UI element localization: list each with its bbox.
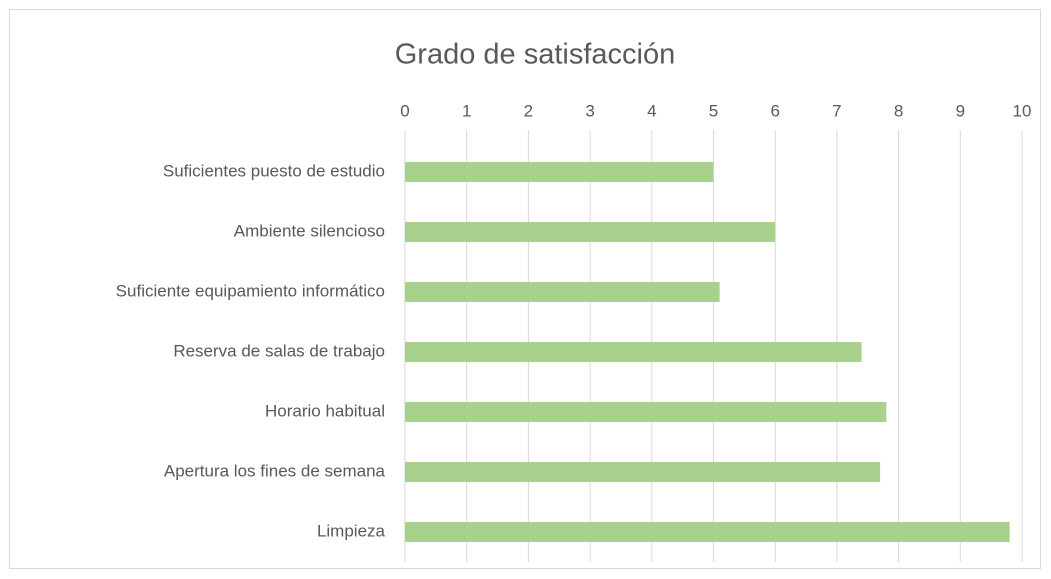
bar [405,162,714,182]
x-tick-label: 3 [585,101,594,120]
x-tick-label: 1 [462,101,471,120]
bar [405,342,862,362]
y-tick-label: Reserva de salas de trabajo [173,341,385,360]
x-tick-label: 7 [832,101,841,120]
bar [405,522,1010,542]
x-tick-label: 8 [894,101,903,120]
bar [405,402,887,422]
x-tick-label: 9 [956,101,965,120]
y-tick-label: Suficientes puesto de estudio [163,161,385,180]
bar [405,222,776,242]
y-tick-label: Horario habitual [265,401,385,420]
y-tick-label: Apertura los fines de semana [164,461,386,480]
x-tick-label: 4 [647,101,656,120]
y-tick-label: Ambiente silencioso [234,221,385,240]
x-tick-label: 6 [770,101,779,120]
bar [405,282,720,302]
y-tick-label: Limpieza [317,521,386,540]
bar [405,462,881,482]
x-tick-label: 2 [524,101,533,120]
x-tick-label: 0 [400,101,409,120]
chart-title: Grado de satisfacción [395,39,675,71]
y-tick-label: Suficiente equipamiento informático [116,281,385,300]
x-tick-label: 10 [1013,101,1032,120]
x-tick-label: 5 [709,101,718,120]
